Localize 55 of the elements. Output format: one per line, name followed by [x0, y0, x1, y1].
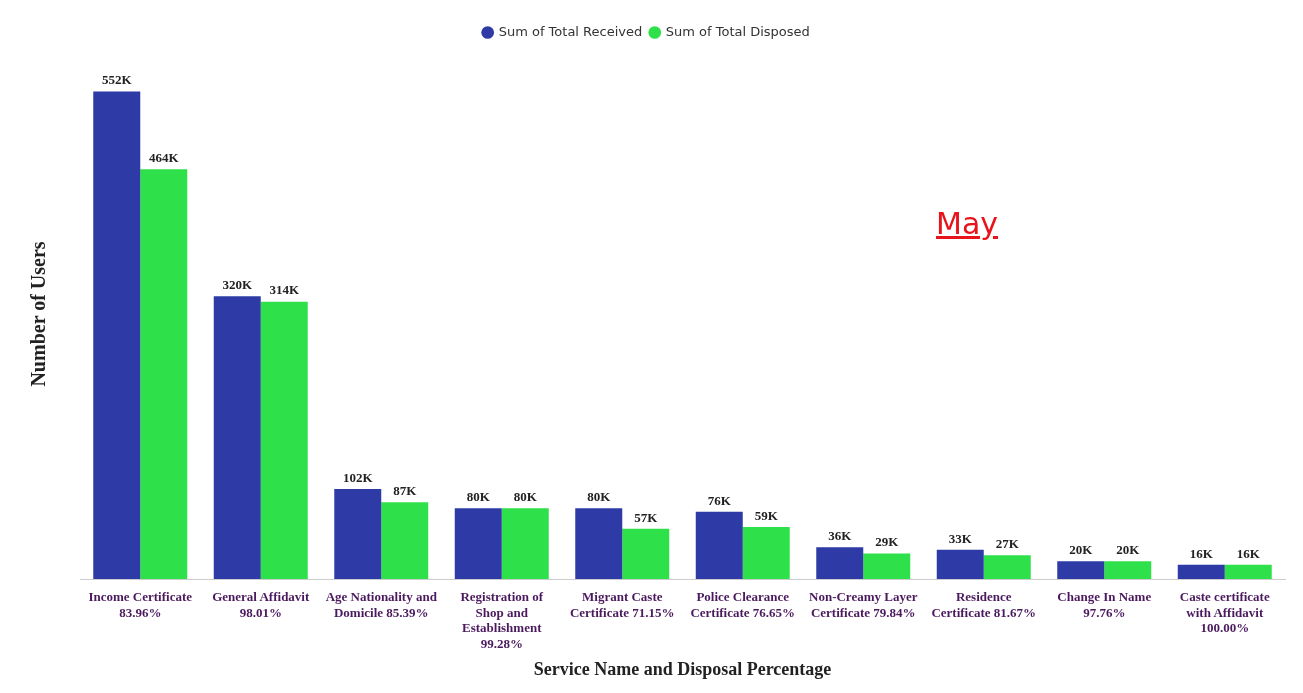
bar — [742, 526, 790, 579]
data-label: 80K — [513, 489, 538, 505]
data-label: 80K — [587, 489, 612, 505]
bar — [1177, 564, 1225, 579]
data-label: 314K — [269, 282, 300, 298]
data-label: 20K — [1116, 542, 1141, 558]
data-label: 464K — [148, 149, 180, 165]
bar — [983, 555, 1031, 579]
x-tick-label: Migrant Caste Certificate 71.15% — [569, 589, 675, 620]
legend-label: Sum of Total Disposed — [665, 23, 810, 39]
bar — [381, 502, 429, 579]
bar — [1104, 561, 1152, 579]
data-label: 320K — [222, 277, 253, 293]
data-label: 16K — [1236, 545, 1261, 561]
bar — [863, 553, 911, 579]
y-axis-title: Number of Users — [27, 241, 50, 387]
x-tick-label: Caste certificate with Affidavit 100.00% — [1179, 589, 1270, 636]
bar — [1057, 561, 1105, 579]
data-label: 59K — [754, 507, 779, 523]
annotation: May — [936, 206, 999, 242]
bar — [93, 91, 141, 579]
x-tick-label: Registration of Shop and Establishment 99.28% — [460, 589, 544, 651]
legend-label: Sum of Total Received — [498, 23, 643, 39]
x-tick-label: Age Nationality and Domicile 85.39% — [325, 589, 438, 620]
data-label: 16K — [1189, 545, 1214, 561]
x-tick-label: Police Clearance Certificate 76.65% — [690, 589, 796, 620]
bar — [501, 508, 549, 579]
x-axis-title: Service Name and Disposal Percentage — [533, 658, 832, 679]
data-label: 80K — [466, 489, 491, 505]
x-tick-label: Change In Name 97.76% — [1057, 589, 1152, 620]
bar — [260, 301, 308, 579]
data-label: 87K — [393, 483, 418, 499]
bar — [334, 488, 382, 579]
data-label: 29K — [875, 534, 900, 550]
data-label: 20K — [1069, 542, 1094, 558]
bar — [622, 528, 670, 579]
bar — [816, 547, 864, 579]
bar — [575, 508, 623, 579]
data-label: 57K — [634, 509, 659, 525]
x-tick-label: Non-Creamy Layer Certificate 79.84% — [809, 589, 918, 620]
data-label: 27K — [995, 536, 1020, 552]
bar — [936, 549, 984, 579]
data-label: 76K — [707, 492, 732, 508]
data-label: 36K — [828, 528, 853, 544]
data-label: 552K — [101, 72, 133, 88]
x-tick-label: General Affidavit 98.01% — [212, 589, 310, 620]
x-tick-label: Income Certificate 83.96% — [88, 589, 193, 620]
bar — [1224, 564, 1272, 579]
data-label: 33K — [948, 530, 973, 546]
bar — [140, 169, 188, 579]
bar — [454, 508, 502, 579]
data-label: 102K — [342, 469, 374, 485]
x-tick-label: Residence Certificate 81.67% — [931, 589, 1037, 620]
bar — [695, 511, 743, 579]
bar — [213, 296, 261, 579]
